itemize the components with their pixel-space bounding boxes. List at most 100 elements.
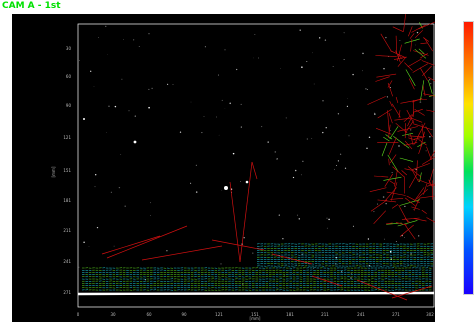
particle — [83, 241, 85, 243]
velocity-vector — [422, 37, 430, 42]
velocity-vector — [418, 144, 423, 154]
velocity-vector — [416, 188, 428, 200]
particle — [418, 235, 420, 237]
bright-particle — [83, 118, 85, 120]
velocity-vector — [400, 99, 419, 104]
x-axis-label: [mm] — [250, 316, 261, 321]
particle — [179, 131, 182, 133]
x-tick: 30 — [110, 312, 116, 317]
particle — [425, 150, 427, 152]
particle — [373, 210, 375, 213]
particle — [240, 180, 241, 182]
particle — [121, 78, 123, 80]
velocity-vector — [407, 112, 415, 127]
particle — [383, 67, 385, 70]
particle — [337, 160, 339, 162]
velocity-vector — [399, 224, 414, 237]
particle-field — [78, 25, 432, 285]
velocity-vector — [391, 182, 398, 201]
velocity-vector — [386, 191, 406, 196]
particle — [366, 88, 368, 90]
velocity-vector — [414, 109, 425, 116]
velocity-vector — [393, 56, 407, 60]
particle — [382, 196, 385, 198]
velocity-vector — [397, 56, 407, 67]
velocity-vector — [387, 110, 390, 133]
particle — [190, 101, 192, 103]
velocity-vector — [424, 37, 433, 52]
particle — [336, 255, 337, 257]
velocity-vector — [427, 80, 433, 94]
particle — [336, 165, 337, 167]
particle — [113, 245, 115, 247]
velocity-vector — [406, 195, 420, 203]
velocity-vector — [416, 99, 427, 101]
particle — [292, 176, 295, 179]
velocity-vector — [377, 199, 397, 203]
particle — [224, 49, 226, 51]
y-tick: 90 — [66, 103, 72, 108]
particle — [298, 218, 301, 220]
velocity-vector — [427, 76, 435, 82]
velocity-vector — [407, 135, 423, 138]
velocity-vector — [389, 180, 396, 185]
particle — [110, 191, 112, 193]
piv-plot[interactable]: 30 60 90 121 151 181 211 241 271 [mm] 0 … — [12, 14, 435, 322]
particle — [359, 255, 360, 257]
particle — [151, 87, 153, 90]
velocity-vector — [376, 73, 397, 78]
velocity-vector — [428, 94, 435, 97]
particle — [292, 273, 293, 275]
particle — [221, 99, 223, 101]
velocity-vector — [403, 14, 406, 32]
velocity-vector — [404, 62, 413, 71]
particle — [124, 205, 126, 207]
y-tick: 211 — [63, 228, 71, 233]
particle — [106, 132, 107, 133]
particle — [242, 283, 244, 285]
particle — [346, 105, 348, 107]
velocity-vector — [420, 80, 425, 101]
velocity-vector — [411, 206, 420, 210]
particle — [429, 136, 431, 138]
camera-title: CAM A - 1st — [2, 1, 61, 11]
velocity-vector — [388, 124, 391, 139]
velocity-vector — [106, 225, 188, 259]
velocity-vector — [421, 123, 424, 137]
particle — [341, 271, 343, 273]
velocity-vector — [410, 38, 413, 52]
y-tick: 60 — [66, 74, 72, 79]
particle — [88, 245, 90, 247]
particle — [390, 130, 391, 131]
particle — [215, 116, 217, 118]
velocity-vector — [401, 217, 420, 220]
particle — [190, 182, 192, 184]
particle — [415, 44, 417, 46]
particle — [398, 145, 400, 147]
particle — [118, 186, 121, 189]
particle — [389, 87, 391, 89]
velocity-vector — [229, 181, 241, 263]
particle — [306, 138, 308, 140]
velocity-vector — [373, 175, 389, 178]
particle — [386, 96, 389, 98]
velocity-vector — [383, 136, 390, 142]
particle — [94, 186, 96, 188]
particle — [301, 66, 303, 68]
particle — [343, 59, 345, 61]
particle — [399, 39, 401, 41]
particle — [311, 52, 313, 54]
velocity-vector — [395, 50, 401, 63]
particle — [285, 117, 287, 119]
particle — [90, 70, 92, 72]
particle — [240, 103, 242, 105]
velocity-vector — [356, 279, 408, 301]
particle — [267, 141, 269, 143]
velocity-vector — [370, 199, 388, 212]
particle — [236, 68, 238, 71]
velocity-vector — [408, 173, 418, 188]
particle — [148, 88, 150, 90]
particle — [350, 273, 352, 275]
velocity-vector — [418, 48, 425, 55]
particle — [195, 164, 197, 166]
